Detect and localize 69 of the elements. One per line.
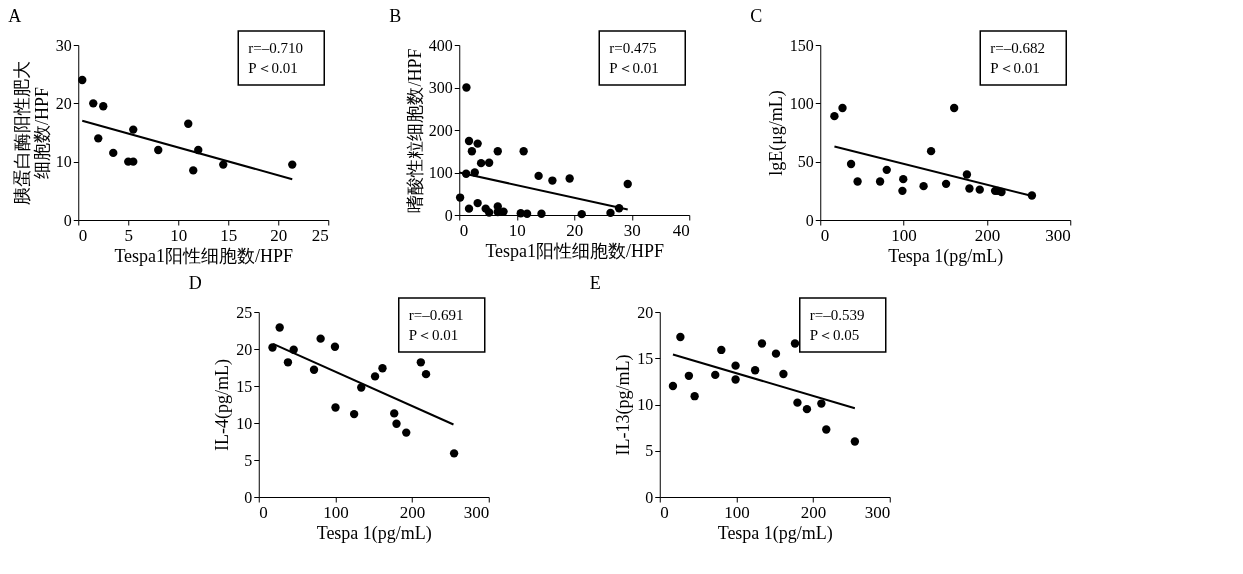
chart-title: E — [589, 273, 601, 294]
x-tick-label: 10 — [508, 220, 526, 240]
x-axis-title: Tespa1阳性细胞数/HPF — [485, 240, 665, 261]
y-tick-label: 25 — [236, 303, 253, 321]
annotation: P＜0.01 — [408, 327, 459, 343]
annotation: P＜0.01 — [990, 60, 1040, 76]
y-tick-label: 200 — [428, 121, 453, 139]
y-tick-label: 5 — [645, 442, 654, 460]
y-tick-label: 100 — [428, 164, 453, 181]
annotation: r=–0.691 — [408, 307, 464, 323]
x-axis-title: Tespa 1(pg/mL) — [888, 245, 1004, 267]
y-axis-title: 胰蛋白酶阳性肥大细胞数/HPF — [11, 61, 52, 205]
y-tick-label: 15 — [637, 349, 654, 367]
annotation: P＜0.05 — [809, 327, 860, 343]
x-tick-label: 200 — [974, 225, 1001, 245]
y-tick-label: 20 — [55, 94, 72, 112]
y-tick-label: 10 — [55, 153, 72, 171]
y-tick-label: 20 — [236, 340, 253, 358]
annotation: P＜0.01 — [248, 60, 298, 76]
x-tick-label: 30 — [623, 220, 641, 240]
chart-title: A — [8, 6, 22, 27]
x-tick-label: 200 — [399, 502, 426, 522]
x-tick-label: 10 — [170, 225, 188, 245]
x-tick-label: 300 — [463, 502, 490, 522]
y-axis-title: 嗜酸性粒细胞数/HPF — [404, 48, 425, 213]
annotation: r=–0.539 — [809, 307, 865, 323]
x-tick-label: 0 — [660, 502, 669, 522]
chart-title: B — [389, 6, 402, 27]
y-axis-title: IL-13(pg/mL) — [613, 354, 635, 456]
x-tick-label: 300 — [1045, 225, 1071, 245]
annotation: P＜0.01 — [609, 60, 659, 76]
x-tick-label: 100 — [724, 502, 750, 522]
x-tick-label: 0 — [820, 225, 830, 245]
y-tick-label: 400 — [428, 36, 453, 54]
x-tick-label: 100 — [323, 502, 349, 522]
y-tick-label: 0 — [244, 488, 253, 506]
x-tick-label: 20 — [270, 225, 288, 245]
y-tick-label: 0 — [645, 488, 654, 506]
x-tick-label: 300 — [864, 502, 891, 522]
y-tick-label: 10 — [637, 396, 654, 413]
annotation: r=–0.682 — [990, 40, 1045, 56]
annotation: r=–0.710 — [248, 40, 303, 56]
y-tick-label: 300 — [428, 79, 453, 96]
x-axis-title: Tespa1阳性细胞数/HPF — [114, 245, 294, 266]
x-tick-label: 0 — [459, 220, 469, 240]
y-tick-label: 5 — [244, 451, 253, 469]
x-tick-label: 5 — [124, 225, 133, 245]
chart-title: C — [750, 6, 763, 27]
x-tick-label: 15 — [220, 225, 238, 245]
y-tick-label: 15 — [236, 377, 253, 395]
x-axis-title: Tespa 1(pg/mL) — [717, 522, 833, 544]
y-tick-label: 100 — [789, 94, 814, 112]
y-tick-label: 10 — [236, 414, 253, 432]
y-axis-title: IL-4(pg/mL) — [212, 359, 234, 451]
y-tick-label: 0 — [444, 206, 453, 224]
x-tick-label: 40 — [672, 220, 690, 240]
x-tick-label: 20 — [566, 220, 584, 240]
y-tick-label: 20 — [637, 303, 654, 321]
y-tick-label: 150 — [789, 36, 814, 54]
x-axis-title: Tespa 1(pg/mL) — [316, 522, 432, 544]
x-tick-label: 0 — [78, 225, 88, 245]
annotation: r=0.475 — [609, 40, 657, 56]
y-tick-label: 30 — [55, 36, 72, 54]
y-axis-title: lgE(μg/mL) — [765, 90, 787, 176]
x-tick-label: 100 — [891, 225, 917, 245]
chart-title: D — [188, 273, 202, 294]
y-tick-label: 50 — [797, 153, 814, 171]
x-tick-label: 0 — [259, 502, 268, 522]
x-tick-label: 25 — [311, 225, 329, 245]
